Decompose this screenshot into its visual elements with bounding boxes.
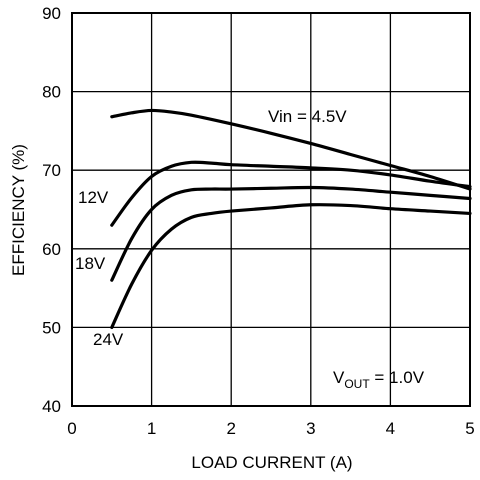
vout-annotation-rest: = 1.0V: [370, 368, 425, 387]
series-label-18v: 18V: [75, 254, 106, 273]
vout-annotation-sub: OUT: [344, 377, 370, 391]
series-line-3: [110, 203, 472, 329]
x-tick-label: 4: [386, 419, 395, 438]
x-tick-label: 1: [147, 419, 156, 438]
series-line-2: [110, 185, 472, 282]
x-tick-label: 5: [465, 419, 474, 438]
y-tick-label: 50: [42, 318, 61, 337]
y-tick-label: 40: [42, 397, 61, 416]
y-tick-label: 70: [42, 161, 61, 180]
x-tick-label: 0: [67, 419, 76, 438]
plot-frame: [71, 12, 471, 407]
y-tick-label: 60: [42, 240, 61, 259]
series-lines: [110, 108, 472, 329]
vout-annotation: VOUT = 1.0V: [333, 368, 425, 391]
x-axis-title: LOAD CURRENT (A): [191, 453, 352, 472]
y-tick-label: 80: [42, 83, 61, 102]
tick-labels: 0 1 2 3 4 5 40 50 60 70 80 90: [42, 4, 475, 438]
vout-annotation-main: V: [333, 368, 345, 387]
x-tick-label: 3: [306, 419, 315, 438]
series-label-24v: 24V: [93, 330, 124, 349]
series-line-1: [110, 160, 472, 227]
series-label-vin-4-5v: Vin = 4.5V: [268, 107, 347, 126]
x-tick-label: 2: [226, 419, 235, 438]
series-label-12v: 12V: [78, 188, 109, 207]
y-tick-label: 90: [42, 4, 61, 23]
series-line-0: [110, 108, 472, 191]
y-axis-title: EFFICIENCY (%): [9, 144, 28, 276]
